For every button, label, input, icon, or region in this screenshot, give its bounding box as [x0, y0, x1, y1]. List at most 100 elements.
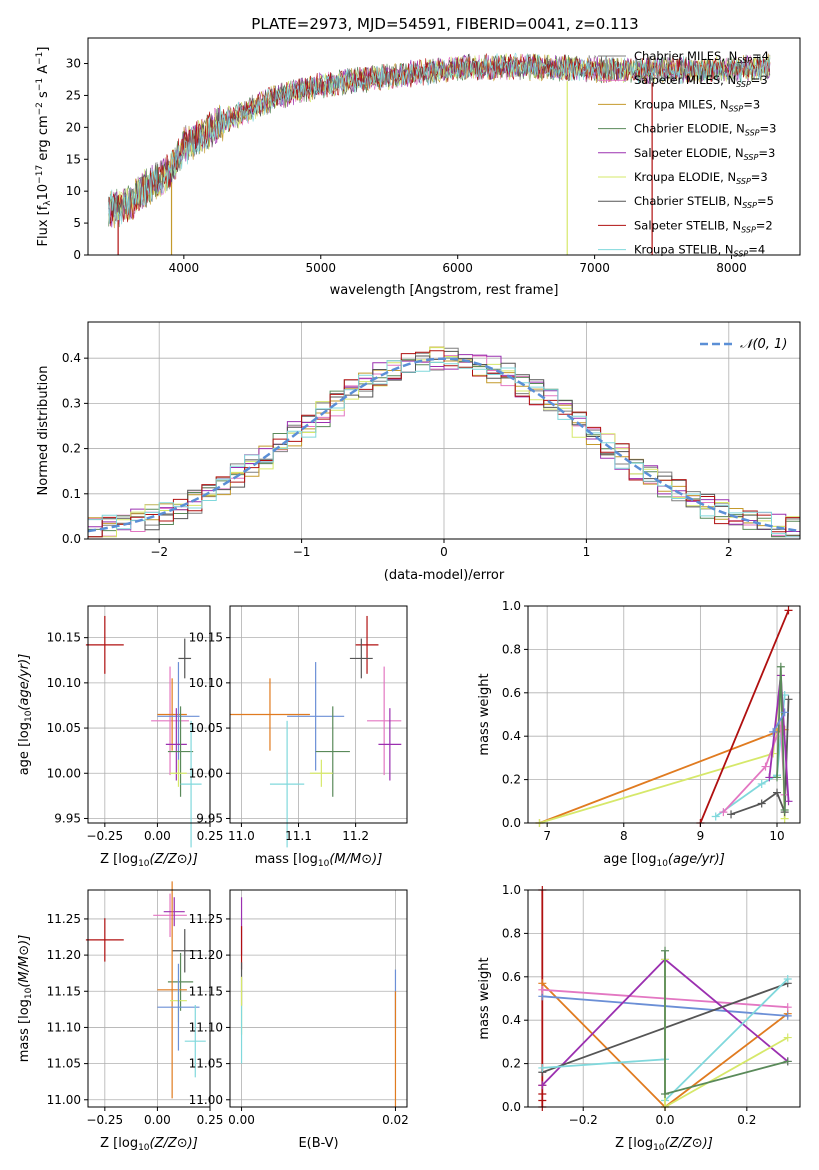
y-axis-label: Normed distribution — [36, 366, 51, 496]
x-tick-label: 11.1 — [285, 829, 312, 843]
axes-frame — [527, 605, 801, 824]
legend-label: Salpeter STELIB, NSSP=2 — [634, 218, 773, 234]
weight-marker — [661, 946, 670, 955]
legend-label: Kroupa STELIB, NSSP=4 — [634, 243, 765, 259]
y-tick-label: 1.0 — [502, 883, 521, 897]
y-axis-label: age [log10(age/yr)] — [17, 654, 34, 776]
y-tick-label: 11.20 — [189, 948, 223, 962]
y-tick-label: 9.95 — [196, 811, 223, 825]
x-tick-label: 8 — [620, 829, 628, 843]
x-axis-label: mass [log10(M/M⊙)] — [255, 852, 383, 869]
y-tick-label: 1.0 — [502, 599, 521, 613]
x-tick-label: 0.00 — [228, 1113, 255, 1127]
y-tick-label: 0.8 — [502, 642, 521, 656]
weight-marker — [711, 812, 720, 821]
weight-series-line — [699, 609, 790, 824]
weight-marker — [773, 788, 782, 797]
x-tick-label: −1 — [293, 545, 311, 559]
y-tick-label: 11.00 — [189, 1093, 223, 1107]
y-tick-label: 25 — [66, 88, 81, 102]
legend-label: Chabrier ELODIE, NSSP=3 — [634, 122, 776, 138]
y-axis-label: mass weight — [477, 957, 492, 1039]
x-tick-label: 7000 — [579, 261, 610, 275]
weight-series-line — [539, 675, 786, 824]
y-tick-label: 0.0 — [502, 816, 521, 830]
chart-weight-vs-age: 7 8 9 10 0.0 0.2 0.4 0.6 0.8 1.0 age [log10(age/yr… — [477, 599, 801, 869]
chart-spectrum: 4000 5000 6000 7000 8000 0 5 10 15 20 25 30 waveleng… — [35, 37, 801, 298]
weight-marker — [727, 810, 736, 819]
x-tick-label: 11.0 — [228, 829, 255, 843]
y-tick-label: 0.4 — [502, 729, 521, 743]
weight-series-line — [722, 725, 786, 813]
y-tick-label: 0.4 — [62, 351, 81, 365]
chart-age-vs-Z: −0.25 0.00 0.25 9.95 10.00 10.05 10.10 10.15 Z [… — [17, 605, 223, 869]
plot-area: 4000 5000 6000 7000 8000051015202530waveleng… — [17, 37, 801, 1153]
y-tick-label: 11.05 — [47, 1057, 81, 1071]
x-axis-label: Z [log10(Z/Z⊙)] — [100, 852, 198, 869]
weight-series-line — [664, 959, 789, 1109]
weight-marker — [538, 1081, 547, 1090]
y-tick-label: 11.15 — [189, 984, 223, 998]
weight-marker — [783, 1003, 792, 1012]
y-tick-label: 10.00 — [189, 766, 223, 780]
y-tick-label: 0.0 — [502, 1100, 521, 1114]
weight-marker — [538, 1089, 547, 1098]
x-tick-label: 6000 — [442, 261, 473, 275]
weight-marker — [538, 1063, 547, 1072]
axes-frame — [229, 605, 408, 824]
weight-marker — [784, 606, 793, 615]
weight-marker — [783, 1057, 792, 1066]
x-tick-label: 8000 — [716, 261, 747, 275]
y-tick-label: 0.6 — [502, 970, 521, 984]
y-tick-label: 0.3 — [62, 396, 81, 410]
y-tick-label: 20 — [66, 120, 81, 134]
x-axis-label: (data-model)/error — [384, 568, 505, 583]
weight-marker — [780, 708, 789, 717]
y-tick-label: 0.2 — [62, 442, 81, 456]
x-tick-label: 10 — [769, 829, 784, 843]
x-tick-label: 0.0 — [655, 1113, 674, 1127]
x-tick-label: 1 — [583, 545, 591, 559]
y-tick-label: 0.2 — [502, 773, 521, 787]
x-tick-label: 0.02 — [382, 1113, 409, 1127]
weight-marker — [661, 1089, 670, 1098]
histogram-series — [88, 354, 800, 532]
weight-marker — [757, 779, 766, 788]
weight-marker — [719, 808, 728, 817]
chart-mass-vs-Z: −0.25 0.00 0.25 11.00 11.05 11.10 11.15 11.20 11… — [17, 881, 223, 1153]
y-tick-label: 0 — [73, 248, 81, 262]
y-tick-label: 11.20 — [47, 948, 81, 962]
y-tick-label: 11.10 — [189, 1020, 223, 1034]
y-tick-label: 9.95 — [54, 811, 81, 825]
weight-marker — [780, 805, 789, 814]
histogram-series — [88, 360, 800, 538]
figure-title: PLATE=2973, MJD=54591, FIBERID=0041, z=0… — [251, 15, 638, 33]
y-tick-label: 10.10 — [47, 676, 81, 690]
axes-frame — [527, 889, 801, 1108]
weight-marker — [765, 773, 774, 782]
y-tick-label: 11.10 — [47, 1020, 81, 1034]
y-axis-label: Flux [fλ10−17 erg cm−2 s−1 A−1] — [35, 47, 53, 247]
y-tick-label: 5 — [73, 216, 81, 230]
x-axis-label: wavelength [Angstrom, rest frame] — [330, 283, 559, 298]
x-tick-label: 4000 — [169, 261, 200, 275]
weight-marker — [783, 1033, 792, 1042]
y-tick-label: 11.25 — [189, 912, 223, 926]
x-tick-label: 0.25 — [197, 1113, 224, 1127]
y-tick-label: 15 — [66, 152, 81, 166]
x-tick-label: −2 — [150, 545, 168, 559]
legend-label: Salpeter MILES, NSSP=3 — [634, 73, 768, 89]
x-tick-label: 11.2 — [342, 829, 369, 843]
legend-label: Chabrier STELIB, NSSP=5 — [634, 194, 774, 210]
y-axis-label: mass [log10(M/M⊙)] — [17, 935, 34, 1063]
weight-series-line — [772, 711, 786, 733]
legend-label: Chabrier MILES, NSSP=4 — [634, 49, 769, 65]
weight-marker — [783, 974, 792, 983]
weight-marker — [769, 727, 778, 736]
y-tick-label: 0.2 — [502, 1057, 521, 1071]
weight-marker — [784, 695, 793, 704]
y-tick-label: 0.6 — [502, 686, 521, 700]
y-tick-label: 10.05 — [47, 721, 81, 735]
x-tick-label: 0 — [440, 545, 448, 559]
